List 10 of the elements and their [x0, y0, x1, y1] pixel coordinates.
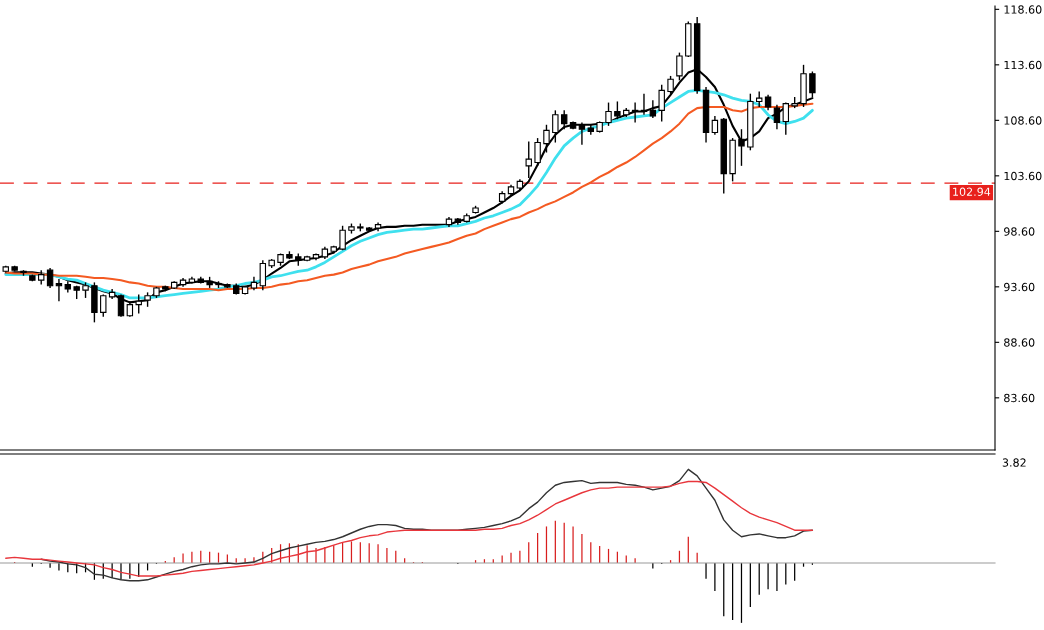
- y-tick-label: 113.60: [1004, 60, 1042, 70]
- y-tick-label: 103.60: [1004, 171, 1042, 181]
- y-tick-label: 98.60: [1004, 227, 1035, 236]
- ref-line-label: 102.94: [953, 187, 991, 196]
- y-tick-label: 93.60: [1004, 282, 1035, 292]
- y-tick-label: 108.60: [1004, 116, 1042, 125]
- text: 3.82: [1002, 458, 1026, 467]
- y-tick-label: 88.60: [1004, 338, 1035, 347]
- y-tick-label: 118.60: [1004, 5, 1042, 14]
- y-tick-label: 83.60: [1004, 393, 1035, 403]
